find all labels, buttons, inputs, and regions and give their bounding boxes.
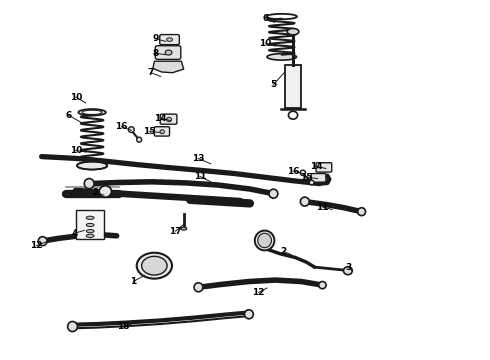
Text: 10: 10 — [70, 146, 82, 155]
Ellipse shape — [137, 137, 142, 142]
Text: 9: 9 — [152, 34, 159, 43]
Text: 18: 18 — [117, 323, 130, 331]
Ellipse shape — [309, 180, 314, 185]
Bar — [285, 65, 301, 108]
Ellipse shape — [160, 130, 165, 134]
Ellipse shape — [181, 227, 187, 230]
Polygon shape — [153, 61, 184, 73]
Ellipse shape — [245, 310, 253, 319]
Text: 16: 16 — [287, 166, 299, 175]
Text: 15: 15 — [300, 173, 313, 181]
Ellipse shape — [269, 189, 278, 198]
Text: 4: 4 — [71, 229, 78, 238]
Ellipse shape — [86, 234, 94, 238]
FancyBboxPatch shape — [154, 127, 170, 136]
Text: 12: 12 — [252, 288, 265, 297]
Ellipse shape — [128, 127, 134, 132]
Ellipse shape — [137, 253, 172, 279]
Text: 7: 7 — [147, 68, 154, 77]
Ellipse shape — [86, 230, 94, 233]
Ellipse shape — [300, 197, 309, 206]
Ellipse shape — [68, 321, 77, 332]
Text: 11: 11 — [316, 202, 329, 211]
Ellipse shape — [358, 208, 366, 216]
Ellipse shape — [99, 186, 111, 197]
Ellipse shape — [86, 223, 94, 227]
Ellipse shape — [267, 54, 296, 60]
Ellipse shape — [287, 28, 299, 35]
Ellipse shape — [165, 50, 172, 55]
Text: 16: 16 — [115, 122, 128, 131]
Ellipse shape — [343, 267, 352, 275]
Ellipse shape — [258, 233, 271, 248]
Bar — [76, 210, 104, 239]
Text: 5: 5 — [270, 80, 276, 89]
Text: 2: 2 — [280, 247, 286, 256]
Ellipse shape — [255, 230, 274, 251]
Text: 17: 17 — [169, 227, 182, 236]
Ellipse shape — [319, 282, 326, 289]
FancyBboxPatch shape — [155, 46, 181, 59]
Text: 2: 2 — [93, 188, 98, 197]
Text: 1: 1 — [130, 277, 136, 286]
Ellipse shape — [167, 38, 172, 41]
Text: 10: 10 — [70, 93, 82, 102]
Text: 14: 14 — [154, 113, 167, 122]
Text: 8: 8 — [153, 49, 159, 58]
FancyBboxPatch shape — [311, 174, 326, 182]
FancyBboxPatch shape — [160, 35, 179, 45]
Ellipse shape — [167, 117, 172, 122]
Ellipse shape — [86, 216, 94, 219]
Ellipse shape — [77, 162, 107, 170]
Ellipse shape — [300, 170, 306, 175]
Text: 13: 13 — [192, 154, 205, 163]
FancyBboxPatch shape — [160, 114, 177, 124]
Text: 3: 3 — [346, 263, 352, 271]
Text: 11: 11 — [194, 172, 206, 181]
Text: 6: 6 — [263, 14, 269, 23]
FancyBboxPatch shape — [316, 163, 332, 172]
Ellipse shape — [194, 283, 203, 292]
Text: 12: 12 — [30, 241, 43, 250]
Text: 6: 6 — [66, 111, 72, 120]
Text: 14: 14 — [310, 162, 322, 171]
Ellipse shape — [84, 179, 94, 189]
Ellipse shape — [38, 237, 47, 246]
Text: 15: 15 — [143, 127, 156, 136]
Text: 10: 10 — [259, 39, 272, 48]
Ellipse shape — [142, 256, 167, 275]
